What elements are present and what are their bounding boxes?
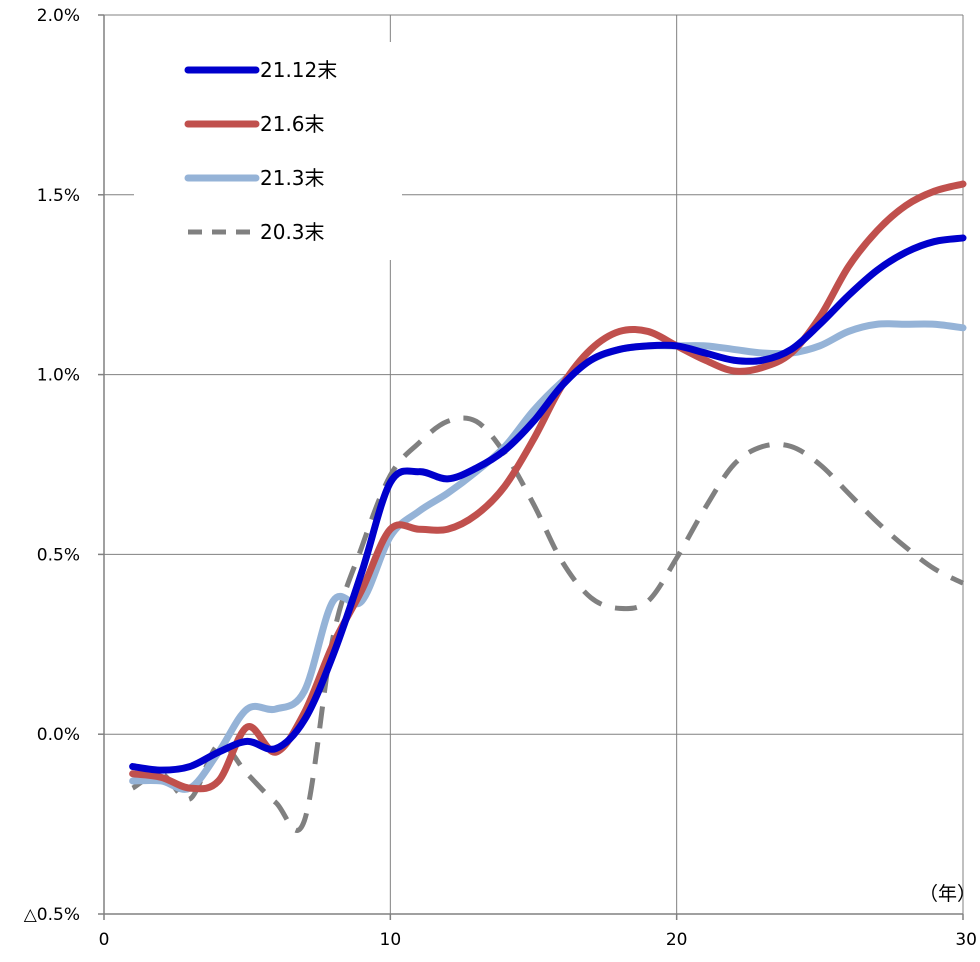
series-line-0 [129,234,967,774]
x-tick-label-1: 10 [380,930,402,950]
series-lines [129,180,967,833]
x-tick-label-2: 20 [666,930,688,950]
legend-label-3: 20.3末 [260,220,325,244]
y-tick-label-0: 2.0% [37,6,80,26]
x-tick-label-0: 0 [99,930,110,950]
legend-label-0: 21.12末 [260,58,337,82]
y-tick-label-2: 1.0% [37,366,80,386]
x-unit-label: （年） [919,883,976,905]
legend-label-1: 21.6末 [260,112,325,136]
y-tick-label-5: △0.5% [24,905,80,925]
legend: 21.12末 21.6末 21.3末 20.3末 [134,42,402,260]
y-tick-label-3: 0.5% [37,545,80,565]
x-tick-label-3: 30 [955,930,977,950]
legend-background [134,42,402,260]
legend-label-2: 21.3末 [260,166,325,190]
tick-labels: 2.0% 1.5% 1.0% 0.5% 0.0% △0.5% 0 10 20 30 [24,6,977,950]
series-line-2 [129,320,967,793]
y-tick-label-4: 0.0% [37,725,80,745]
axes [98,14,964,920]
y-tick-label-1: 1.5% [37,186,80,206]
series-line-3 [131,415,965,833]
